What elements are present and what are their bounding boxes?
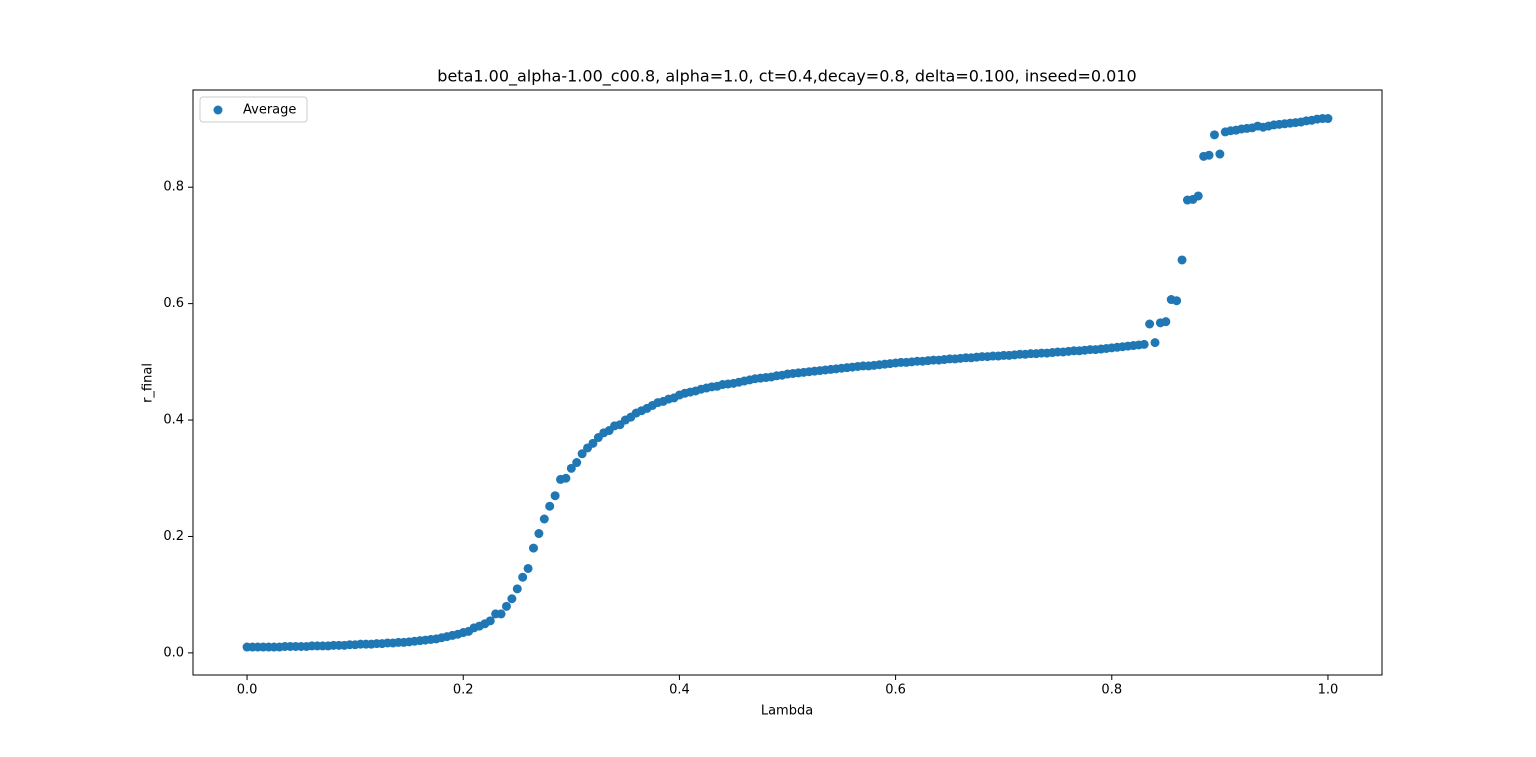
y-tick-label: 0.0: [163, 645, 184, 660]
point: [512, 584, 522, 594]
point: [1145, 319, 1155, 329]
y-tick-label: 0.6: [163, 296, 184, 311]
point: [534, 529, 544, 539]
point: [501, 601, 511, 611]
point: [566, 463, 576, 473]
x-axis-label: Lambda: [761, 704, 813, 719]
point: [1139, 339, 1149, 349]
point: [528, 543, 538, 553]
x-tick-label: 0.6: [885, 683, 906, 698]
point: [1209, 130, 1219, 140]
point: [1323, 114, 1333, 124]
point: [539, 514, 549, 524]
point: [572, 458, 582, 468]
point: [1161, 317, 1171, 327]
x-tick-label: 0.8: [1101, 683, 1122, 698]
point: [1204, 150, 1214, 160]
point: [1150, 338, 1160, 348]
legend-label: Average: [243, 103, 296, 118]
y-axis-label: r_final: [141, 363, 156, 403]
point: [1193, 191, 1203, 201]
point: [588, 438, 598, 448]
point: [550, 491, 560, 501]
point: [496, 609, 506, 619]
x-tick-label: 0.4: [669, 683, 690, 698]
y-tick-label: 0.4: [163, 413, 184, 428]
point: [518, 572, 528, 582]
point: [523, 563, 533, 573]
point: [561, 473, 571, 483]
legend-box: [199, 96, 308, 123]
point: [577, 449, 587, 459]
y-tick-label: 0.2: [163, 529, 184, 544]
y-tick-label: 0.8: [163, 180, 184, 195]
x-tick-label: 1.0: [1318, 683, 1339, 698]
plot-frame: [192, 89, 1383, 676]
point: [1177, 255, 1187, 265]
point: [507, 594, 517, 604]
legend-marker: [213, 105, 223, 115]
point: [545, 501, 555, 511]
x-tick-label: 0.2: [453, 683, 474, 698]
point: [485, 616, 495, 626]
x-tick-label: 0.0: [237, 683, 258, 698]
chart-title: beta1.00_alpha-1.00_c00.8, alpha=1.0, ct…: [437, 67, 1136, 87]
point: [1215, 149, 1225, 159]
point: [1172, 296, 1182, 306]
